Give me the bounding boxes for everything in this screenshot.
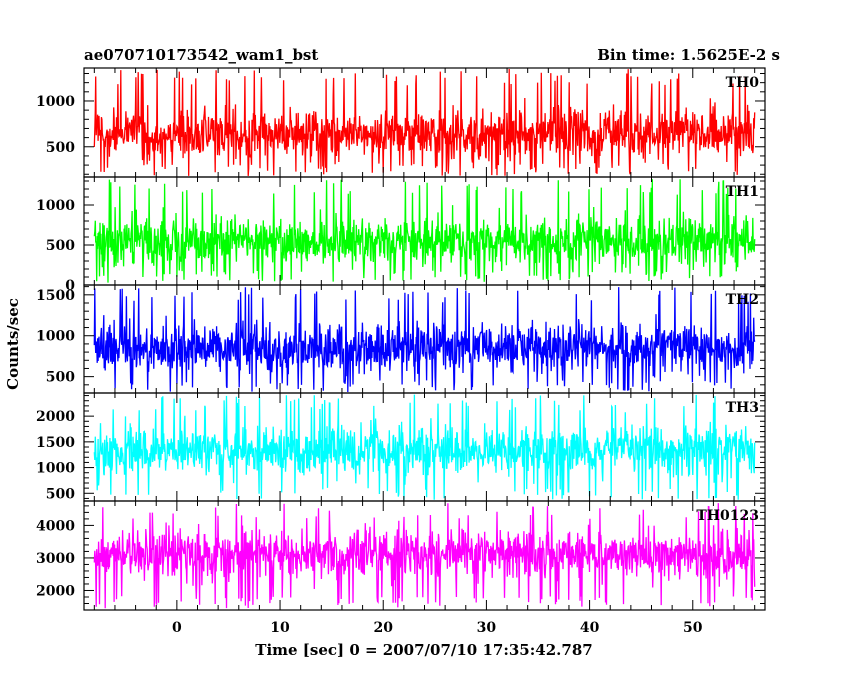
y-tick-label: 0	[65, 278, 75, 294]
x-tick-label: 0	[172, 620, 182, 636]
y-axis-label: Counts/sec	[4, 298, 22, 390]
series-trace-th2	[93, 287, 756, 393]
x-tick-label: 50	[683, 620, 703, 636]
chart-title-left: ae070710173542_wam1_bst	[84, 46, 318, 64]
panel-label: TH1	[726, 184, 759, 200]
y-tick-label: 1500	[36, 435, 75, 451]
y-tick-label: 1000	[36, 94, 75, 110]
panel-th1: TH1 0 500 1000	[36, 176, 766, 294]
x-axis-label: Time [sec] 0 = 2007/07/10 17:35:42.787	[255, 641, 592, 659]
series-trace-th0	[93, 68, 756, 176]
panel-th2: TH2 500 1000 1500	[36, 284, 766, 394]
y-tick-label: 500	[46, 238, 75, 254]
panel-label: TH0	[726, 75, 760, 91]
series-trace-th0123	[93, 503, 756, 609]
x-tick-label: 40	[580, 620, 600, 636]
panels-group: TH05001000TH105001000TH250010001500TH350…	[36, 67, 766, 636]
x-tick-label: 20	[373, 620, 393, 636]
chart-title-right: Bin time: 1.5625E-2 s	[597, 46, 780, 64]
y-tick-label: 1000	[36, 198, 75, 214]
panel-th3: TH3 500 1000 1500 2000	[36, 392, 766, 502]
y-tick-label: 500	[46, 140, 75, 156]
panel-label: TH3	[726, 400, 759, 416]
x-tick-label: 10	[270, 620, 290, 636]
x-tick-label: 30	[477, 620, 497, 636]
series-trace-th3	[93, 394, 756, 500]
series-trace-th1	[93, 179, 756, 283]
y-tick-label: 2000	[36, 409, 75, 425]
y-tick-label: 2000	[36, 583, 75, 599]
panel-th0123: TH0123 2000 3000 4000	[36, 500, 766, 611]
y-tick-label: 500	[46, 370, 75, 386]
panel-label: TH0123	[696, 508, 759, 524]
y-tick-label: 500	[46, 486, 75, 502]
y-tick-label: 4000	[36, 518, 75, 534]
y-tick-label: 1000	[36, 461, 75, 477]
panel-label: TH2	[726, 292, 759, 308]
y-tick-label: 1000	[36, 329, 75, 345]
y-tick-label: 3000	[36, 551, 75, 567]
panel-th0: TH0 500 1000	[36, 67, 766, 178]
y-tick-label: 1500	[36, 288, 75, 304]
